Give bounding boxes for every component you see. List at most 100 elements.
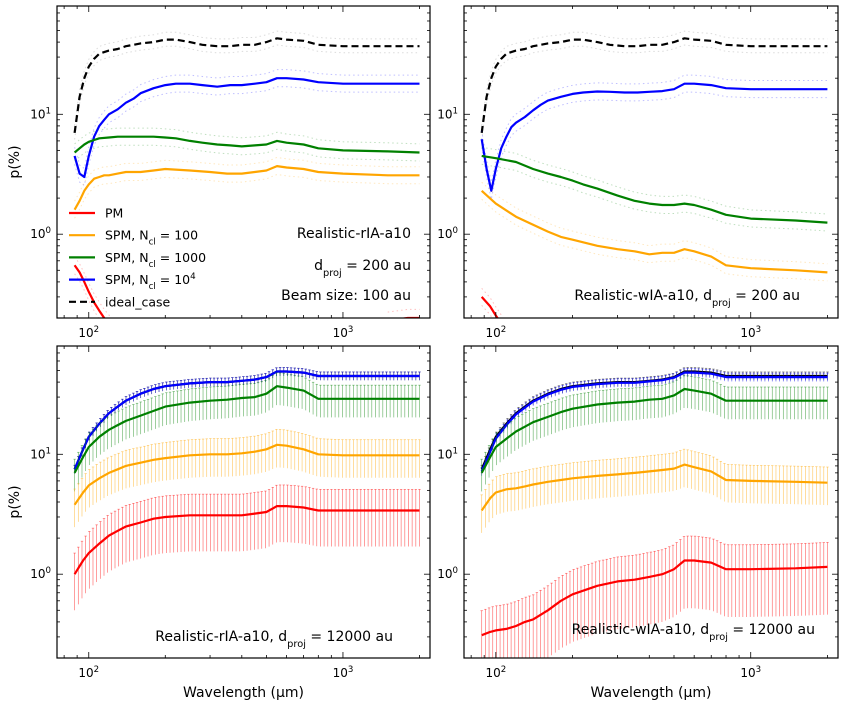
series-band xyxy=(481,163,828,232)
series-line-SPM1000 xyxy=(481,154,828,224)
series-line-SPM1000 xyxy=(480,387,828,474)
y-axis-label: p(%) xyxy=(7,485,23,518)
series-ideal-0 xyxy=(480,30,828,140)
x-tick-label: 103 xyxy=(333,665,354,680)
series-SPM100-3 xyxy=(480,181,828,282)
series-band xyxy=(481,44,828,140)
series-line-SPM1e4 xyxy=(480,82,828,192)
series-line-PM xyxy=(480,296,499,318)
series-line-ideal xyxy=(73,37,420,134)
axes-frame xyxy=(463,5,839,319)
error-bars xyxy=(73,429,421,528)
series-SPM1e4-1 xyxy=(480,74,828,200)
error-bars xyxy=(73,372,421,492)
series-band xyxy=(387,308,420,313)
series-band xyxy=(481,287,502,316)
legend-entry-ideal: ideal_case xyxy=(105,294,171,309)
panel-top-left: 102 103 100 101 p(%) Realistic-rIA-a10 dproj =… xyxy=(7,5,431,340)
series-band xyxy=(74,44,420,140)
series-PM-5 xyxy=(387,308,420,330)
series-line-SPM100 xyxy=(480,463,828,512)
error-bars xyxy=(480,535,829,658)
series-band xyxy=(481,146,828,215)
series-line-SPM100 xyxy=(480,189,828,274)
error-bars xyxy=(480,375,829,492)
panel-top-right: 102 103 100 101 Realistic-wIA-a10, dproj = 2… xyxy=(437,5,839,340)
series-line-SPM100 xyxy=(73,443,420,506)
y-tick-label: 100 xyxy=(30,566,51,581)
panel-bottom-left: 102 103 100 101 p(%) Wavelength (μm) Realistic… xyxy=(7,345,431,701)
legend-entry-SPM100: SPM, Ncl = 100 xyxy=(105,228,198,248)
series-line-SPM1000 xyxy=(73,385,420,474)
annotation: dproj = 200 au xyxy=(314,258,411,279)
x-tick-label: 102 xyxy=(78,325,99,340)
series-line-PM xyxy=(481,559,828,637)
series-SPM1e4-1 xyxy=(73,367,421,474)
y-tick-label: 101 xyxy=(437,446,458,461)
annotation: Realistic-wIA-a10, dproj = 12000 au xyxy=(572,622,815,643)
series-band xyxy=(74,144,420,162)
series-band xyxy=(481,74,828,183)
series-band xyxy=(74,273,100,318)
y-tick-label: 101 xyxy=(30,106,51,121)
series-line-ideal xyxy=(480,37,828,134)
annotation: Realistic-rIA-a10, dproj = 12000 au xyxy=(155,629,393,650)
series-SPM100-3 xyxy=(73,156,420,219)
series-SPM1000-2 xyxy=(481,146,828,232)
series-line-SPM1e4 xyxy=(73,77,420,179)
series-band xyxy=(74,173,420,219)
annotation: Beam size: 100 au xyxy=(281,288,411,304)
series-PM-4 xyxy=(480,287,502,318)
series-line-SPM100 xyxy=(73,165,420,211)
series-band xyxy=(481,91,828,200)
series-band xyxy=(74,156,420,202)
x-tick-label: 103 xyxy=(740,325,761,340)
x-axis-label: Wavelength (μm) xyxy=(591,685,712,701)
series-PM-4 xyxy=(480,535,829,658)
axes-frame xyxy=(56,5,431,319)
series-band xyxy=(74,256,112,318)
y-tick-label: 101 xyxy=(437,106,458,121)
x-tick-label: 102 xyxy=(485,665,506,680)
annotation: Realistic-rIA-a10 xyxy=(297,226,411,242)
x-tick-label: 103 xyxy=(333,325,354,340)
plot-area xyxy=(480,367,829,658)
plot-area xyxy=(480,30,828,318)
error-bars xyxy=(73,484,421,611)
series-SPM1000-2 xyxy=(73,127,420,162)
ticks xyxy=(464,5,838,319)
y-tick-label: 100 xyxy=(437,566,458,581)
series-line-SPM1e4 xyxy=(480,371,828,472)
error-bars xyxy=(480,448,829,533)
series-line-PM xyxy=(73,505,420,575)
panel-bottom-right: 102 103 100 101 Wavelength (μm) Realistic-wIA… xyxy=(437,345,839,701)
series-band xyxy=(481,30,828,126)
x-tick-label: 102 xyxy=(485,325,506,340)
legend-entry-SPM1000: SPM, Ncl = 1000 xyxy=(105,250,206,270)
series-SPM1000-2 xyxy=(480,375,829,492)
x-tick-label: 102 xyxy=(78,665,99,680)
series-PM-4 xyxy=(73,484,421,611)
axes-frame xyxy=(463,345,839,659)
series-line-SPM1e4 xyxy=(73,370,420,470)
series-ideal-0 xyxy=(73,30,420,140)
axes-frame xyxy=(56,345,431,659)
y-tick-label: 101 xyxy=(30,446,51,461)
legend-entry-PM: PM xyxy=(105,206,123,221)
series-band xyxy=(74,69,420,170)
annotation: Realistic-wIA-a10, dproj = 200 au xyxy=(574,288,800,309)
series-SPM1000-2 xyxy=(73,372,421,492)
x-axis-label: Wavelength (μm) xyxy=(183,685,304,701)
plot-area xyxy=(73,30,420,330)
plot-area xyxy=(73,367,421,611)
series-SPM100-3 xyxy=(73,429,421,528)
series-band xyxy=(481,181,828,265)
y-axis-label: p(%) xyxy=(7,145,23,178)
series-band xyxy=(74,86,420,187)
x-tick-label: 103 xyxy=(740,665,761,680)
legend-entry-SPM1e4: SPM, Ncl = 104 xyxy=(105,272,196,292)
y-tick-label: 100 xyxy=(30,226,51,241)
series-band xyxy=(388,327,420,330)
